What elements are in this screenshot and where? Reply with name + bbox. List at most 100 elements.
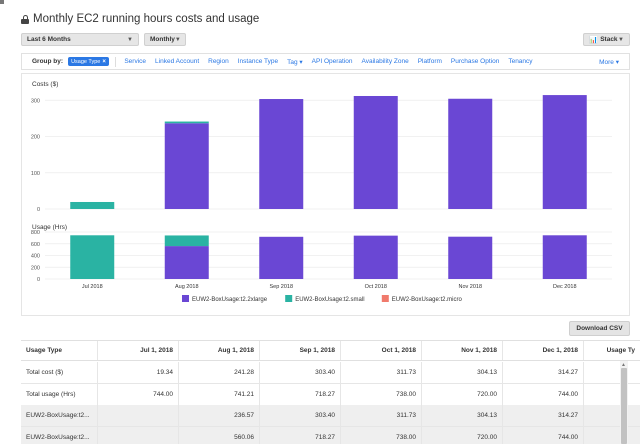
table-cell: 236.57 (179, 405, 260, 426)
table-cell: 241.28 (179, 362, 260, 383)
table-cell: 19.34 (98, 362, 179, 383)
group-by-more[interactable]: More ▾ (599, 58, 619, 66)
group-by-option[interactable]: Service (124, 58, 147, 65)
table-row: EUW2-BoxUsage:t2... 560.06 718.27 738.00… (21, 427, 640, 444)
bar-segment (353, 95, 398, 209)
bar-segment (542, 95, 587, 209)
table-cell (98, 405, 179, 426)
bar-segment (164, 235, 209, 247)
y-tick-label: 100 (31, 171, 40, 177)
y-tick-label: 600 (31, 242, 40, 248)
table-cell (584, 362, 640, 383)
bar-segment (353, 235, 398, 279)
y-tick-label: 0 (37, 207, 40, 213)
column-header[interactable]: Usage Ty (606, 347, 635, 354)
table-cell: Total cost ($) (21, 362, 98, 383)
table-cell: 741.21 (179, 384, 260, 405)
table-cell: 314.27 (503, 405, 584, 426)
divider (114, 56, 116, 67)
group-by-option[interactable]: Tenancy (508, 58, 533, 65)
chart-style-dropdown[interactable]: 📊 Stack ▼ (583, 33, 630, 46)
chart-style-value: Stack (600, 36, 618, 43)
group-by-option[interactable]: Tag ▾ (287, 58, 303, 66)
x-tick-label: Nov 2018 (458, 284, 482, 290)
bar-chart-icon: 📊 (589, 36, 598, 44)
x-tick-label: Sep 2018 (269, 284, 293, 290)
granularity-dropdown[interactable]: Monthly ▼ (144, 33, 186, 46)
table-cell: 311.73 (341, 405, 422, 426)
table-cell: 304.13 (422, 405, 503, 426)
legend-swatch (182, 295, 189, 302)
table-cell: 718.27 (260, 427, 341, 444)
table-cell: 738.00 (341, 384, 422, 405)
table-cell: 560.06 (179, 427, 260, 444)
row-divider (21, 426, 640, 427)
group-by-option[interactable]: Linked Account (155, 58, 200, 65)
caret-down-icon: ▼ (618, 36, 624, 43)
y-tick-label: 400 (31, 254, 40, 260)
remove-icon[interactable]: × (102, 58, 106, 65)
download-csv-button[interactable]: Download CSV (569, 321, 630, 336)
bar-segment (164, 123, 209, 209)
legend-swatch (285, 295, 293, 302)
table-cell (584, 384, 640, 405)
legend-label: EUW2-BoxUsage:t2.small (295, 297, 364, 303)
group-by-option[interactable]: API Operation (311, 58, 353, 65)
y-tick-label: 200 (31, 135, 40, 141)
y-tick-label: 0 (37, 277, 40, 283)
group-by-option[interactable]: Availability Zone (361, 58, 409, 65)
column-header[interactable]: Oct 1, 2018 (341, 341, 422, 360)
column-header[interactable]: Sep 1, 2018 (260, 341, 341, 360)
bar-segment (259, 236, 304, 279)
chart-title: Costs ($) (32, 81, 58, 88)
group-by-label: Group by: (32, 58, 64, 65)
column-header[interactable]: Dec 1, 2018 (503, 341, 584, 360)
table-cell (584, 427, 640, 444)
group-by-selected-chip[interactable]: Usage Type × (68, 57, 109, 66)
column-header[interactable]: Usage Type (21, 341, 98, 360)
granularity-value: Monthly (150, 36, 175, 43)
bar-segment (164, 246, 209, 279)
y-tick-label: 200 (31, 265, 40, 271)
table-cell: 303.40 (260, 362, 341, 383)
table-cell: 720.00 (422, 427, 503, 444)
date-range-dropdown[interactable]: Last 6 Months ▼ (21, 33, 139, 46)
table-header-row: Usage Type Jul 1, 2018 Aug 1, 2018 Sep 1… (21, 341, 640, 361)
group-by-option[interactable]: Purchase Option (450, 58, 500, 65)
bar-segment (164, 121, 209, 124)
group-by-option[interactable]: Platform (417, 58, 442, 65)
lock-icon (21, 14, 29, 24)
bar-segment (70, 201, 115, 209)
scroll-up-icon[interactable]: ▲ (621, 362, 626, 368)
x-tick-label: Jul 2018 (82, 284, 103, 290)
table-cell: EUW2-BoxUsage:t2... (21, 405, 98, 426)
table-scrollbar[interactable]: ▲ (620, 361, 628, 444)
table-cell: EUW2-BoxUsage:t2... (21, 427, 98, 444)
table-cell: 738.00 (341, 427, 422, 444)
bar-segment (448, 98, 493, 209)
bar-segment (448, 236, 493, 279)
x-tick-label: Oct 2018 (365, 284, 387, 290)
table-cell: 744.00 (503, 427, 584, 444)
scroll-thumb[interactable] (621, 368, 627, 444)
row-divider (21, 383, 640, 384)
table-cell: 311.73 (341, 362, 422, 383)
table-row: Total cost ($) 19.34 241.28 303.40 311.7… (21, 362, 640, 383)
column-header[interactable]: Jul 1, 2018 (98, 341, 179, 360)
table-row: Total usage (Hrs) 744.00 741.21 718.27 7… (21, 384, 640, 405)
group-by-option[interactable]: Region (208, 58, 229, 65)
bar-segment (259, 99, 304, 209)
table-cell: 744.00 (98, 384, 179, 405)
group-by-option[interactable]: Instance Type (237, 58, 279, 65)
table-cell: 304.13 (422, 362, 503, 383)
chart-title: Usage (Hrs) (32, 224, 67, 231)
date-range-value: Last 6 Months (27, 36, 71, 43)
corner-mark (0, 0, 4, 4)
bar-segment (542, 235, 587, 279)
group-by-selected-label: Usage Type (71, 58, 101, 65)
table-cell: 718.27 (260, 384, 341, 405)
page-title: Monthly EC2 running hours costs and usag… (21, 13, 259, 25)
column-header[interactable]: Nov 1, 2018 (422, 341, 503, 360)
column-header[interactable]: Aug 1, 2018 (179, 341, 260, 360)
chart-panel: Costs ($) 0 100 200 300 Usage (Hrs) 0 200 400 600… (21, 73, 630, 316)
